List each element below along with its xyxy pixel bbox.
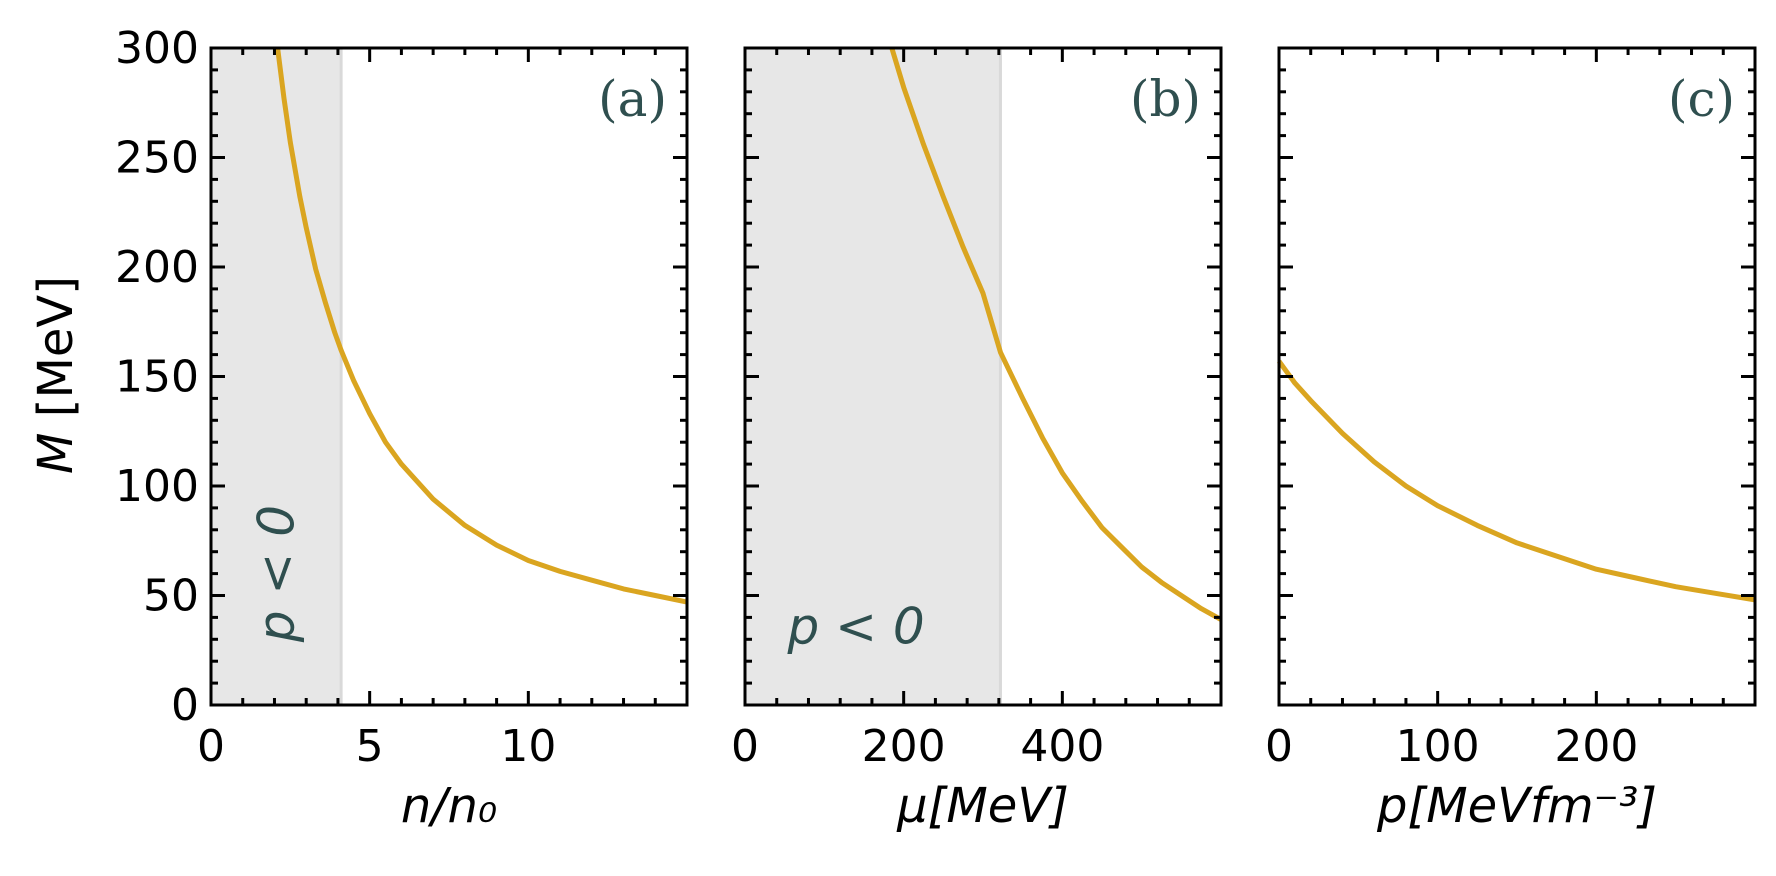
panel-label: (b) xyxy=(1130,70,1201,128)
axes-frame xyxy=(209,46,689,707)
y-tick-labels: 0 50 100 150 200 250 300 xyxy=(115,23,199,731)
y-tick-label: 50 xyxy=(143,571,199,622)
x-tick-label: 0 xyxy=(197,721,225,772)
x-tick-label: 400 xyxy=(1020,721,1104,772)
panel-b: 0 200 400 (b) p < 0 μ[MeV] xyxy=(731,46,1223,834)
y-tick-label: 0 xyxy=(171,680,199,731)
x-tick-label: 0 xyxy=(731,721,759,772)
axes-frame xyxy=(743,46,1223,707)
y-tick-label: 150 xyxy=(115,352,199,403)
x-tick-labels: 0 200 400 xyxy=(731,721,1104,772)
x-axis-title: p[MeVfm⁻³] xyxy=(1376,778,1657,834)
x-tick-labels: 0 100 200 xyxy=(1265,721,1638,772)
axis-ticks xyxy=(1277,46,1757,707)
negative-pressure-region xyxy=(211,48,342,705)
region-label: p < 0 xyxy=(786,598,924,656)
y-axis-title: M [MeV] xyxy=(28,276,84,474)
axes-frame xyxy=(1277,46,1757,707)
y-tick-label: 100 xyxy=(115,461,199,512)
x-tick-label: 10 xyxy=(500,721,556,772)
negative-pressure-region xyxy=(745,48,1001,705)
x-axis-title: μ[MeV] xyxy=(896,778,1069,834)
series-line-mass xyxy=(889,47,1223,622)
panel-label: (c) xyxy=(1668,70,1735,128)
y-axis-title-unit: [MeV] xyxy=(28,276,84,433)
y-axis-title-symbol: M xyxy=(28,433,84,474)
panel-c: 0 100 200 (c) p[MeVfm⁻³] xyxy=(1265,46,1757,834)
x-tick-label: 5 xyxy=(356,721,384,772)
series-line-mass xyxy=(1276,359,1756,603)
panel-a: 0 5 10 0 50 100 150 200 250 300 (a) p < 0 n/n₀ xyxy=(115,23,689,834)
panel-label: (a) xyxy=(598,70,667,128)
x-tick-label: 0 xyxy=(1265,721,1293,772)
region-label: p < 0 xyxy=(248,505,306,643)
x-tick-label: 100 xyxy=(1396,721,1480,772)
y-tick-label: 200 xyxy=(115,242,199,293)
y-tick-label: 300 xyxy=(115,23,199,74)
x-tick-label: 200 xyxy=(862,721,946,772)
x-tick-labels: 0 5 10 xyxy=(197,721,556,772)
x-tick-label: 200 xyxy=(1554,721,1638,772)
x-axis-title: n/n₀ xyxy=(401,778,497,834)
series-line-mass xyxy=(275,47,688,605)
y-tick-label: 250 xyxy=(115,133,199,184)
